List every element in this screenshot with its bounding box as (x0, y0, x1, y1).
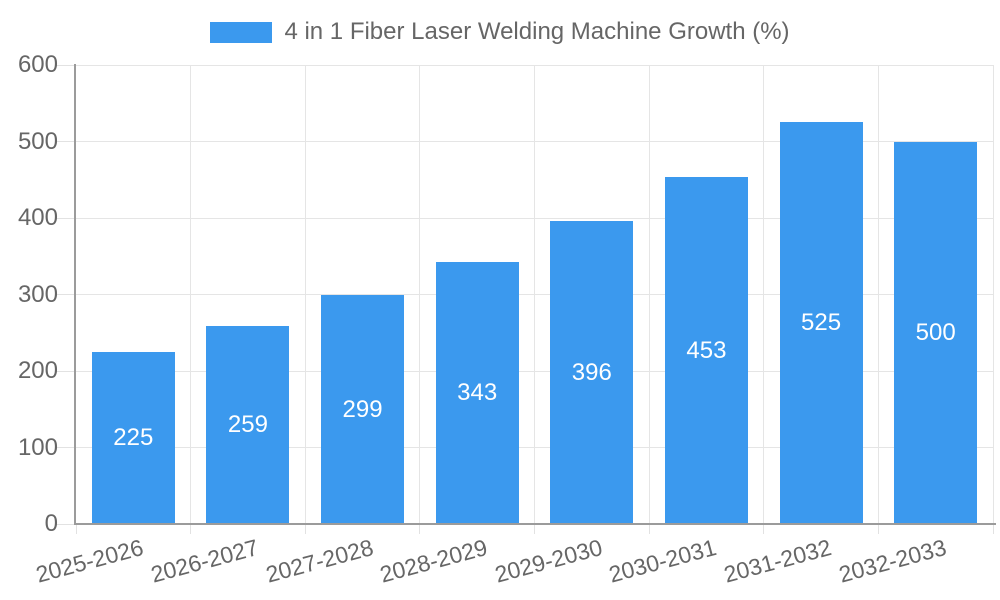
gridline-vertical (763, 65, 765, 524)
x-axis-tick-mark (763, 525, 765, 534)
bar (779, 122, 863, 524)
gridline-vertical (304, 65, 306, 524)
bar-value-label: 500 (915, 318, 956, 346)
gridline-vertical (419, 65, 421, 524)
gridline-vertical (648, 65, 650, 524)
x-axis-tick-mark (190, 525, 192, 534)
bar (321, 295, 405, 524)
y-axis-line (74, 64, 76, 525)
x-axis-tick-mark (534, 525, 535, 534)
y-axis-tick-mark (56, 64, 76, 66)
y-axis-tick-mark (56, 217, 76, 219)
legend-label: 4 in 1 Fiber Laser Welding Machine Growt… (284, 18, 790, 45)
y-axis-tick-mark (56, 447, 76, 448)
y-axis-tick-label: 300 (17, 280, 58, 308)
bar-value-label: 343 (457, 378, 498, 406)
bar-value-label: 396 (571, 358, 612, 386)
y-axis-tick-mark (56, 141, 76, 142)
gridline-vertical (877, 65, 879, 524)
x-axis-tick-mark (648, 525, 650, 534)
y-axis-tick-label: 100 (17, 433, 58, 461)
y-axis-tick-label: 400 (17, 204, 58, 231)
chart-legend[interactable]: 4 in 1 Fiber Laser Welding Machine Growt… (0, 18, 1000, 46)
y-axis-tick-label: 500 (17, 127, 58, 155)
bar (894, 141, 978, 524)
y-axis-tick-label: 0 (44, 510, 58, 537)
y-axis-tick-mark (56, 523, 76, 525)
bar-value-label: 525 (801, 309, 842, 337)
gridline-vertical (992, 65, 994, 524)
y-axis-tick-label: 600 (17, 51, 58, 78)
gridline-vertical (534, 65, 535, 524)
bar-value-label: 259 (227, 410, 268, 438)
bar-value-label: 225 (113, 423, 154, 451)
bar (91, 351, 175, 524)
y-axis-tick-mark (56, 294, 76, 295)
x-axis-tick-mark (304, 525, 306, 534)
gridline-vertical (190, 65, 192, 524)
legend-color-swatch (210, 21, 273, 43)
bar (664, 177, 748, 524)
x-axis-tick-mark (992, 525, 994, 534)
y-axis-tick-mark (56, 370, 76, 372)
bar-value-label: 299 (342, 395, 383, 423)
x-axis-tick-mark (75, 525, 77, 534)
y-axis-tick-label: 200 (17, 357, 58, 384)
bar (435, 261, 519, 524)
bar-value-label: 453 (686, 336, 727, 364)
bar (206, 325, 290, 524)
bar (550, 221, 634, 524)
x-axis-tick-mark (877, 525, 879, 534)
x-axis-tick-mark (419, 525, 421, 534)
x-axis-line (74, 523, 996, 525)
